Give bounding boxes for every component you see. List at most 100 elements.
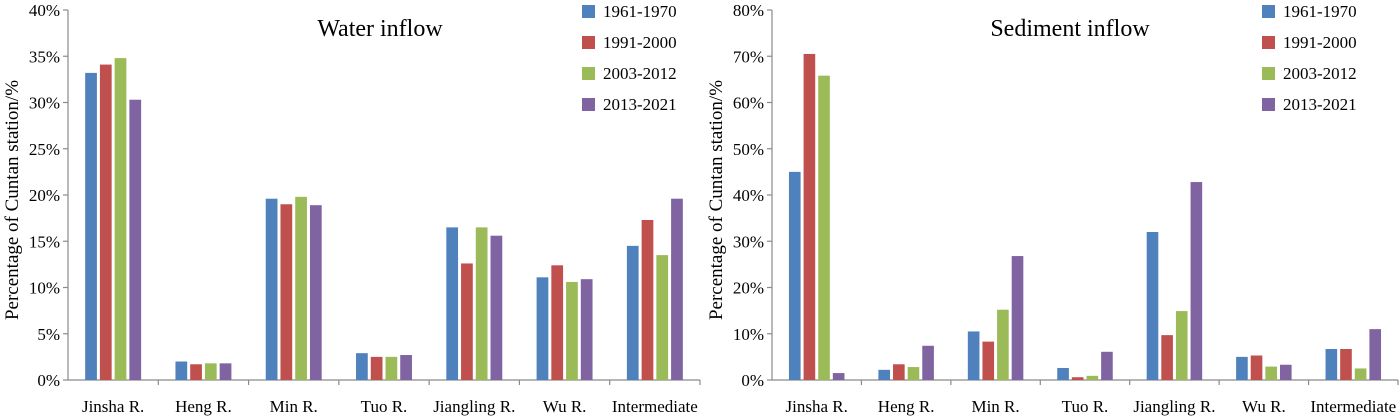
bar-jiangling-r-2013-2021 <box>490 235 503 380</box>
bar-jiangling-r-2003-2012 <box>1175 311 1188 380</box>
bar-intermediate-1961-1970 <box>626 245 639 380</box>
bar-jinsha-r-1991-2000 <box>803 53 816 380</box>
bar-heng-r-2003-2012 <box>204 363 217 380</box>
x-tick-label-min-r: Min R. <box>971 397 1019 416</box>
bar-intermediate-1961-1970 <box>1325 349 1338 380</box>
bar-jiangling-r-2003-2012 <box>475 227 488 380</box>
bar-heng-r-2003-2012 <box>907 367 920 380</box>
chart-title: Sediment inflow <box>990 16 1150 42</box>
legend-label-2013-2021: 2013-2021 <box>1283 95 1357 114</box>
bar-intermediate-2003-2012 <box>656 255 669 380</box>
bar-jiangling-r-1991-2000 <box>1161 335 1173 380</box>
legend-label-1961-1970: 1961-1970 <box>1283 2 1357 21</box>
y-tick-label: 30% <box>733 232 764 251</box>
x-tick-label-jinsha-r: Jinsha R. <box>82 397 144 416</box>
bar-jinsha-r-2013-2021 <box>129 99 142 380</box>
bar-jiangling-r-1961-1970 <box>1146 232 1159 380</box>
y-tick-label: 40% <box>29 1 60 20</box>
legend-swatch-2003-2012 <box>582 67 595 80</box>
x-tick-label-jiangling-r: Jiangling R. <box>433 397 515 416</box>
x-tick-label-intermediate: Intermediate <box>1310 397 1396 416</box>
y-tick-label: 10% <box>733 325 764 344</box>
x-tick-label-intermediate: Intermediate <box>612 397 698 416</box>
y-axis-label: Percentage of Cuntan station/% <box>706 80 727 320</box>
x-tick-label-heng-r: Heng R. <box>175 397 232 416</box>
legend-swatch-2013-2021 <box>1262 98 1275 111</box>
x-tick-label-tuo-r: Tuo R. <box>1062 397 1109 416</box>
bar-tuo-r-2013-2021 <box>1101 351 1113 380</box>
bar-tuo-r-2003-2012 <box>1086 375 1099 380</box>
bar-wu-r-2003-2012 <box>566 281 578 380</box>
bar-min-r-1991-2000 <box>280 204 293 380</box>
bar-intermediate-2013-2021 <box>1369 329 1382 380</box>
bar-intermediate-1991-2000 <box>641 219 654 380</box>
x-tick-label-tuo-r: Tuo R. <box>361 397 408 416</box>
water-inflow-chart: 0% 5% 10% 15% 20% 25% 30% 35% 40% Jinsha R. Heng R… <box>2 1 701 416</box>
x-tick-label-jiangling-r: Jiangling R. <box>1133 397 1215 416</box>
bar-tuo-r-1961-1970 <box>1057 367 1069 380</box>
bar-jiangling-r-1991-2000 <box>461 263 473 380</box>
x-tick-label-wu-r: Wu R. <box>1242 397 1286 416</box>
bar-min-r-1961-1970 <box>967 331 980 380</box>
bar-min-r-2003-2012 <box>997 309 1009 380</box>
legend-swatch-1961-1970 <box>1262 5 1275 18</box>
bar-jiangling-r-2013-2021 <box>1190 182 1203 380</box>
bar-heng-r-1991-2000 <box>190 364 202 380</box>
bar-tuo-r-1961-1970 <box>356 353 368 380</box>
chart-title: Water inflow <box>317 16 443 42</box>
legend: 1961-1970 1991-2000 2003-2012 2013-2021 <box>1262 2 1357 114</box>
bar-wu-r-1961-1970 <box>536 277 549 380</box>
bar-min-r-2013-2021 <box>309 205 322 380</box>
legend-swatch-2003-2012 <box>1262 67 1275 80</box>
bar-intermediate-1991-2000 <box>1340 349 1352 380</box>
bar-wu-r-1961-1970 <box>1236 356 1248 380</box>
bar-wu-r-1991-2000 <box>551 265 564 380</box>
y-axis-label: Percentage of Cuntan station/% <box>2 80 23 320</box>
y-tick-label: 0% <box>37 371 60 390</box>
x-tick-label-jinsha-r: Jinsha R. <box>786 397 848 416</box>
bar-wu-r-2013-2021 <box>580 279 593 380</box>
y-tick-label: 35% <box>29 47 60 66</box>
legend-swatch-1961-1970 <box>582 5 595 18</box>
bar-jinsha-r-2013-2021 <box>832 373 845 380</box>
bar-tuo-r-1991-2000 <box>370 356 383 380</box>
bar-min-r-1991-2000 <box>982 341 995 380</box>
y-tick-label: 20% <box>733 279 764 298</box>
x-tick-label-wu-r: Wu R. <box>543 397 587 416</box>
bar-wu-r-1991-2000 <box>1250 355 1263 380</box>
y-tick-label: 25% <box>29 140 60 159</box>
legend-swatch-1991-2000 <box>582 36 595 49</box>
y-tick-label: 10% <box>29 279 60 298</box>
legend-swatch-1991-2000 <box>1262 36 1275 49</box>
y-tick-label: 70% <box>733 47 764 66</box>
bar-wu-r-2013-2021 <box>1279 364 1292 380</box>
bar-tuo-r-1991-2000 <box>1071 377 1084 380</box>
legend-label-2013-2021: 2013-2021 <box>603 95 677 114</box>
legend-swatch-2013-2021 <box>582 98 595 111</box>
y-tick-label: 40% <box>733 186 764 205</box>
bar-tuo-r-2013-2021 <box>400 355 412 380</box>
bar-intermediate-2013-2021 <box>671 198 683 380</box>
y-tick-label: 0% <box>741 371 764 390</box>
bar-heng-r-1961-1970 <box>175 361 188 380</box>
bar-intermediate-2003-2012 <box>1354 368 1367 380</box>
bar-min-r-1961-1970 <box>265 198 278 380</box>
sediment-inflow-chart: 0% 10% 20% 30% 40% 50% 60% 70% 80% Jinsha R. Heng … <box>706 1 1399 416</box>
bar-heng-r-1961-1970 <box>878 369 891 380</box>
bar-min-r-2013-2021 <box>1011 256 1024 380</box>
legend-label-2003-2012: 2003-2012 <box>603 64 677 83</box>
bar-min-r-2003-2012 <box>295 196 307 380</box>
y-tick-label: 5% <box>37 325 60 344</box>
bar-wu-r-2003-2012 <box>1265 366 1277 380</box>
bar-heng-r-1991-2000 <box>893 364 905 380</box>
bar-heng-r-2013-2021 <box>922 345 934 380</box>
y-tick-label: 50% <box>733 140 764 159</box>
legend-label-1961-1970: 1961-1970 <box>603 2 677 21</box>
bar-jinsha-r-1961-1970 <box>85 72 97 381</box>
x-tick-label-heng-r: Heng R. <box>878 397 935 416</box>
y-tick-label: 20% <box>29 186 60 205</box>
bar-jinsha-r-2003-2012 <box>114 58 127 380</box>
legend: 1961-1970 1991-2000 2003-2012 2013-2021 <box>582 2 677 114</box>
y-tick-label: 60% <box>733 94 764 113</box>
